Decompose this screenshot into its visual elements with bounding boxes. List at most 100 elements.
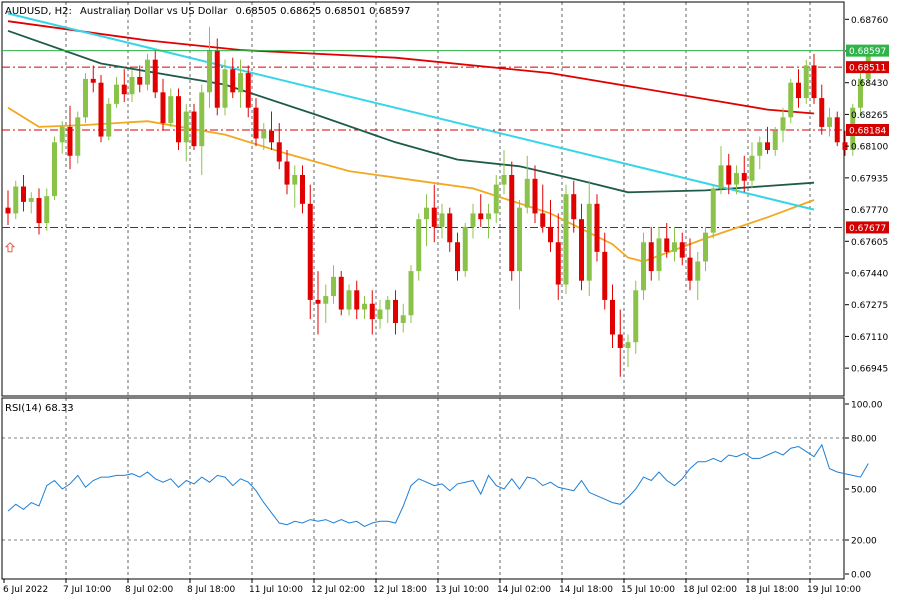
bullish-candle [803, 65, 809, 99]
bullish-candle [695, 261, 701, 281]
bullish-candle [408, 271, 414, 316]
bullish-candle [106, 103, 112, 137]
bearish-candle [617, 334, 623, 348]
time-label: 11 Jul 10:00 [249, 585, 303, 595]
price-tick-label: 0.67770 [851, 206, 888, 216]
price-level-tag: 0.68184 [849, 127, 886, 137]
price-panel-border [1, 1, 845, 397]
bearish-candle [648, 242, 654, 272]
time-label: 14 Jul 02:00 [497, 585, 551, 595]
price-tick-label: 0.67110 [851, 333, 888, 343]
bullish-candle [28, 198, 34, 202]
rsi-panel[interactable]: RSI(14) 68.33 [1, 397, 869, 580]
bearish-candle [354, 290, 360, 310]
bullish-candle [292, 174, 298, 185]
time-label: 15 Jul 10:00 [621, 585, 675, 595]
bullish-candle [749, 155, 755, 181]
mid-moving-average-line [7, 29, 815, 194]
rsi-series-line [7, 443, 869, 527]
chart-symbol: AUDUSD, H2: [5, 6, 72, 17]
bullish-candle [114, 84, 119, 104]
trendline [7, 12, 815, 211]
rsi-panel-border [1, 397, 845, 580]
bullish-candle [703, 232, 708, 262]
bearish-candle [726, 165, 732, 185]
bearish-candle [687, 257, 693, 281]
time-label: 18 Jul 02:00 [683, 585, 737, 595]
bullish-candle [331, 276, 336, 297]
bearish-candle [98, 82, 104, 137]
bearish-candle [121, 84, 127, 95]
bearish-candle [230, 69, 236, 93]
bullish-candle [788, 82, 794, 118]
rsi-line [7, 443, 869, 527]
bullish-candle [563, 194, 569, 285]
price-tick-label: 0.67275 [851, 301, 888, 311]
time-label: 6 Jul 2022 [3, 585, 48, 595]
price-level-tag-box [846, 221, 889, 234]
bearish-candle [36, 198, 42, 224]
price-tick-label: 0.67440 [851, 269, 888, 279]
bullish-candle [633, 290, 639, 343]
time-label: 12 Jul 18:00 [373, 585, 427, 595]
bearish-candle [191, 111, 197, 147]
price-level-tag: 0.67677 [849, 224, 886, 234]
price-level-tags: 0.68511 0.68184 0.67677 0.68597 [846, 44, 889, 234]
slow-moving-average-line [7, 20, 815, 115]
bearish-candle [269, 130, 274, 143]
bearish-candle [602, 251, 608, 300]
bullish-candle [462, 226, 468, 272]
price-level-tag-box [846, 124, 889, 137]
rsi-tick-label: 80.00 [851, 435, 877, 445]
bullish-candle [168, 96, 174, 124]
bullish-candle [238, 73, 243, 93]
bearish-candle [431, 207, 437, 227]
horizontal-levels [2, 66, 844, 228]
price-tick-label: 0.67605 [851, 238, 888, 248]
chart-ohlc: 0.68505 0.68625 0.68501 0.68597 [236, 6, 411, 17]
bullish-candle [772, 130, 778, 150]
bullish-candle [470, 213, 476, 227]
rsi-level-lines [2, 437, 844, 541]
rsi-tick-label: 0.00 [851, 571, 871, 581]
bullish-candle [757, 142, 763, 156]
bullish-candle [83, 78, 88, 118]
bearish-candle [811, 65, 817, 99]
bullish-candle [75, 117, 81, 156]
price-panel[interactable]: AUDUSD, H2: Australian Dollar vs US Doll… [1, 1, 871, 397]
bearish-candle [160, 92, 166, 124]
price-tick-label: 0.66945 [851, 365, 888, 375]
price-level-tag-box [846, 61, 889, 74]
time-axis[interactable]: 6 Jul 2022 7 Jul 10:00 8 Jul 02:00 8 Jul 18… [3, 579, 861, 595]
bullish-candle [416, 219, 422, 272]
bearish-candle [245, 73, 251, 108]
chart-header: AUDUSD, H2: Australian Dollar vs US Doll… [5, 6, 410, 17]
rsi-tick-label: 100.00 [851, 401, 883, 411]
bullish-candle [400, 315, 406, 323]
bullish-candle [486, 213, 491, 220]
price-level-tag: 0.68511 [849, 64, 886, 74]
bearish-candle [90, 78, 96, 83]
bullish-candle [524, 178, 530, 208]
price-tick-label: 0.68265 [851, 111, 888, 121]
bearish-candle [532, 178, 538, 214]
bearish-candle [21, 186, 26, 202]
time-label: 8 Jul 02:00 [125, 585, 174, 595]
bid-price-tag: 0.68597 [849, 47, 886, 57]
bearish-candle [796, 82, 801, 99]
bearish-candle [369, 303, 375, 320]
bearish-candle [176, 96, 181, 143]
bullish-candle [129, 76, 135, 95]
bullish-candle [385, 299, 391, 310]
bullish-candle [625, 342, 631, 348]
bearish-candle [765, 142, 770, 150]
price-tick-label: 0.68430 [851, 79, 888, 89]
bullish-candle [656, 238, 662, 272]
bullish-candle [222, 69, 228, 108]
bearish-candle [579, 219, 584, 281]
bearish-candle [610, 299, 615, 335]
bid-price-tag-box [846, 44, 889, 57]
bullish-candle [346, 290, 352, 310]
